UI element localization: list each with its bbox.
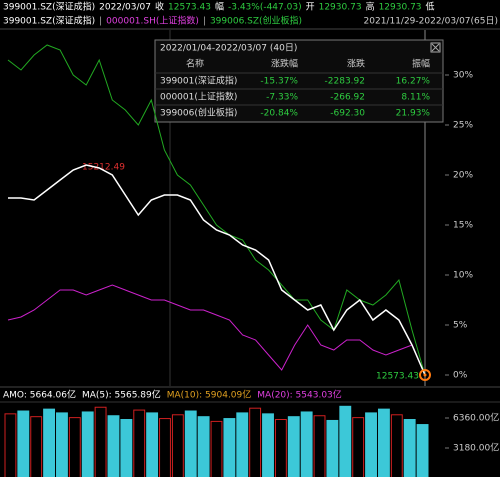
volume-bar — [326, 419, 339, 477]
header-text: 399006.SZ(创业板指) — [210, 15, 302, 27]
volume-bar — [171, 414, 184, 477]
volume-bar — [30, 416, 43, 477]
volume-bar — [94, 406, 107, 477]
header-text: 高 — [366, 1, 375, 13]
volume-bar — [416, 424, 429, 477]
volume-bar — [287, 416, 300, 477]
header-text: 开 — [306, 2, 315, 13]
volume-bar — [56, 412, 68, 477]
table-cell: 16.27% — [396, 77, 431, 87]
volume-bar — [43, 408, 56, 477]
table-cell: -15.37% — [260, 77, 298, 87]
table-cell: -20.84% — [260, 109, 298, 119]
volume-bar — [223, 418, 236, 477]
volume-bar — [313, 415, 326, 477]
header-text: | — [203, 17, 206, 27]
last-label: 12573.43 — [376, 372, 419, 382]
volume-legend: MA(20): 5543.03亿 — [257, 389, 342, 401]
header-text: -3.43%(-447.03) — [228, 3, 302, 13]
table-cell: -2283.92 — [325, 77, 365, 87]
table-title: 2022/01/04-2022/03/07 (40日) — [160, 43, 297, 54]
header-text: 12573.43 — [168, 3, 211, 13]
volume-bar — [274, 419, 287, 477]
table-cell: -7.33% — [266, 93, 298, 103]
table-header: 涨跌幅 — [271, 58, 298, 70]
y-tick-label: 0% — [453, 371, 468, 381]
y-tick-label: 10% — [453, 271, 473, 281]
volume-bar — [17, 410, 30, 477]
volume-bar — [300, 411, 313, 477]
header-text: 399001.SZ(深证成指) — [3, 15, 95, 27]
volume-bar — [159, 418, 171, 477]
table-cell: 399001(深证成指) — [160, 75, 237, 87]
volume-bar — [236, 412, 249, 477]
volume-bar — [146, 412, 159, 477]
volume-bar — [133, 409, 146, 477]
close-button[interactable] — [430, 42, 441, 53]
volume-bar — [352, 417, 365, 477]
volume-bar — [365, 412, 377, 477]
index-line — [7, 284, 426, 376]
header-text: 000001.SH(上证指数) — [106, 15, 199, 27]
y-tick-label: 15% — [453, 221, 473, 231]
header-text: 12930.73 — [319, 3, 362, 13]
volume-bar — [339, 405, 352, 477]
stats-table: 2022/01/04-2022/03/07 (40日) — [154, 39, 444, 123]
volume-legend: MA(10): 5904.09亿 — [167, 389, 252, 401]
y-tick-label: 5% — [453, 321, 468, 331]
volume-bar — [197, 416, 210, 477]
volume-bar — [184, 410, 197, 477]
header-text: 幅 — [215, 1, 224, 13]
close-icon — [431, 43, 440, 52]
table-cell: 21.93% — [396, 109, 431, 119]
y-tick-label: 20% — [453, 171, 473, 181]
table-header: 名称 — [186, 58, 204, 70]
index-line — [7, 44, 426, 376]
date-range: 2021/11/29-2022/03/07(65日) — [364, 16, 498, 27]
cursor-marker — [423, 373, 427, 377]
table-box — [154, 39, 444, 123]
header-text: 收 — [155, 1, 164, 13]
volume-legend: AMO: 5664.06亿 — [3, 389, 76, 401]
table-header: 振幅 — [412, 58, 430, 70]
y-tick-label: 25% — [453, 121, 473, 131]
cursor-marker — [419, 369, 431, 381]
table-cell: -266.92 — [330, 93, 365, 103]
volume-bar — [403, 419, 416, 477]
volume-bar — [249, 407, 262, 477]
table-cell: 000001(上证指数) — [160, 91, 237, 103]
y-tick-label: 30% — [453, 71, 473, 81]
peak-label: 15212.49 — [82, 163, 125, 173]
header-text: 399001.SZ(深证成指) — [3, 1, 95, 13]
index-line — [8, 164, 426, 376]
volume-bar — [81, 411, 94, 477]
volume-bar — [377, 408, 390, 477]
table-cell: -692.30 — [330, 109, 365, 119]
y-tick-label: 6360.00亿 — [453, 412, 499, 424]
y-tick-label: 3180.00亿 — [453, 442, 499, 454]
header-text: | — [99, 17, 102, 27]
volume-bar — [390, 414, 403, 477]
table-cell: 8.11% — [401, 93, 430, 103]
header-text: 12930.73 — [379, 3, 422, 13]
volume-bar — [262, 413, 274, 477]
header-text: 低 — [426, 1, 435, 13]
table-header: 涨跌 — [347, 59, 365, 70]
table-cell: 399006(创业板指) — [160, 107, 237, 119]
volume-bar — [4, 413, 17, 477]
volume-legend: MA(5): 5565.89亿 — [82, 389, 161, 401]
volume-bar — [120, 419, 133, 477]
volume-bar — [210, 420, 223, 477]
volume-bar — [107, 415, 120, 477]
header-text: 2022/03/07 — [99, 3, 151, 13]
volume-bar — [68, 417, 81, 477]
